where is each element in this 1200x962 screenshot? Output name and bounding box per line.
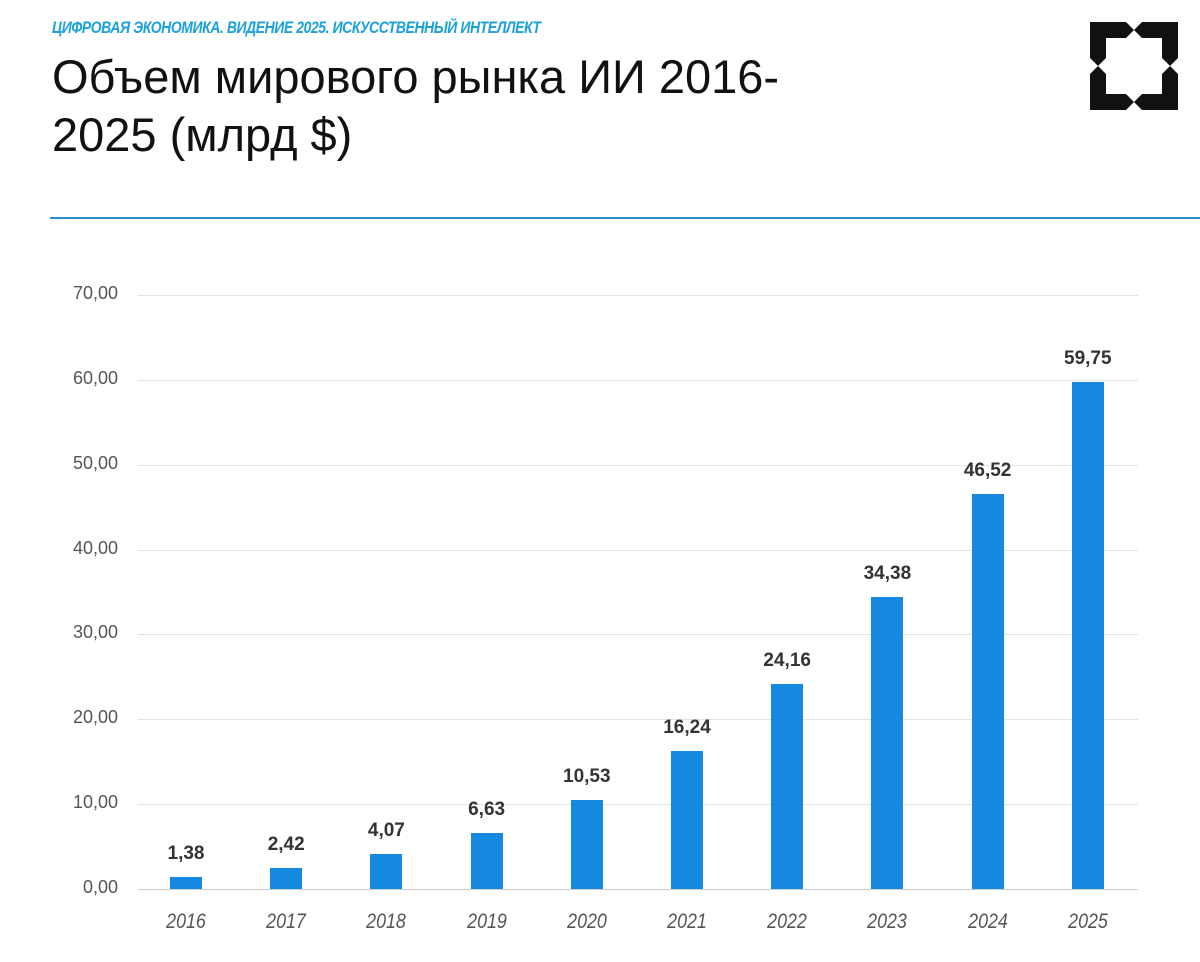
bar-2020	[570, 799, 603, 889]
y-tick-label: 60,00	[72, 367, 118, 388]
x-tick-label: 2023	[867, 910, 908, 933]
x-tick-label: 2020	[566, 910, 607, 933]
gridline	[138, 804, 1138, 806]
x-tick-label: 2024	[967, 910, 1008, 933]
value-label: 46,52	[963, 460, 1012, 482]
bar-2022	[771, 683, 804, 889]
value-label: 34,38	[863, 563, 912, 585]
y-tick-label: 40,00	[72, 537, 118, 558]
x-tick-label: 2022	[767, 910, 808, 933]
bar-2025	[1071, 381, 1104, 889]
header-divider	[50, 217, 1200, 219]
value-label: 16,24	[663, 717, 711, 739]
page-title: Объем мирового рынка ИИ 2016- 2025 (млрд…	[52, 48, 952, 164]
value-label: 1,38	[167, 843, 205, 865]
gridline	[138, 549, 1138, 551]
x-tick-label: 2016	[166, 910, 206, 933]
x-tick-label: 2018	[366, 910, 407, 933]
y-tick-label: 50,00	[72, 452, 118, 473]
bar-2023	[871, 597, 904, 889]
x-tick-label: 2017	[266, 910, 307, 933]
y-tick-label: 10,00	[72, 792, 118, 813]
y-tick-label: 70,00	[72, 283, 118, 303]
gridline	[138, 295, 1138, 296]
bar-2019	[470, 832, 503, 889]
title-line-1: Объем мирового рынка ИИ 2016-	[52, 50, 780, 103]
gridline	[138, 379, 1138, 381]
y-tick-label: 0,00	[82, 877, 118, 897]
x-axis-line	[138, 889, 1138, 890]
value-label: 6,63	[468, 798, 506, 820]
value-label: 59,75	[1064, 347, 1112, 369]
gridline	[138, 634, 1138, 636]
value-label: 10,53	[563, 765, 611, 787]
value-label: 4,07	[367, 820, 405, 842]
bar-2024	[971, 494, 1004, 889]
x-tick-label: 2019	[466, 910, 507, 933]
kicker-text: ЦИФРОВАЯ ЭКОНОМИКА. ВИДЕНИЕ 2025. ИСКУСС…	[52, 18, 541, 37]
title-line-2: 2025 (млрд $)	[52, 108, 353, 161]
bar-2021	[671, 751, 703, 889]
y-tick-label: 30,00	[72, 622, 118, 643]
value-label: 2,42	[267, 834, 305, 856]
gridline	[138, 464, 1138, 466]
bar-2016	[170, 877, 202, 889]
x-tick-label: 2025	[1067, 910, 1108, 933]
y-tick-label: 20,00	[72, 707, 118, 728]
value-label: 24,16	[763, 649, 811, 671]
bracket-square-logo-icon	[1090, 22, 1178, 110]
x-tick-label: 2021	[667, 910, 707, 933]
bar-2018	[370, 854, 403, 889]
bar-2017	[270, 868, 303, 889]
gridline	[138, 719, 1138, 721]
